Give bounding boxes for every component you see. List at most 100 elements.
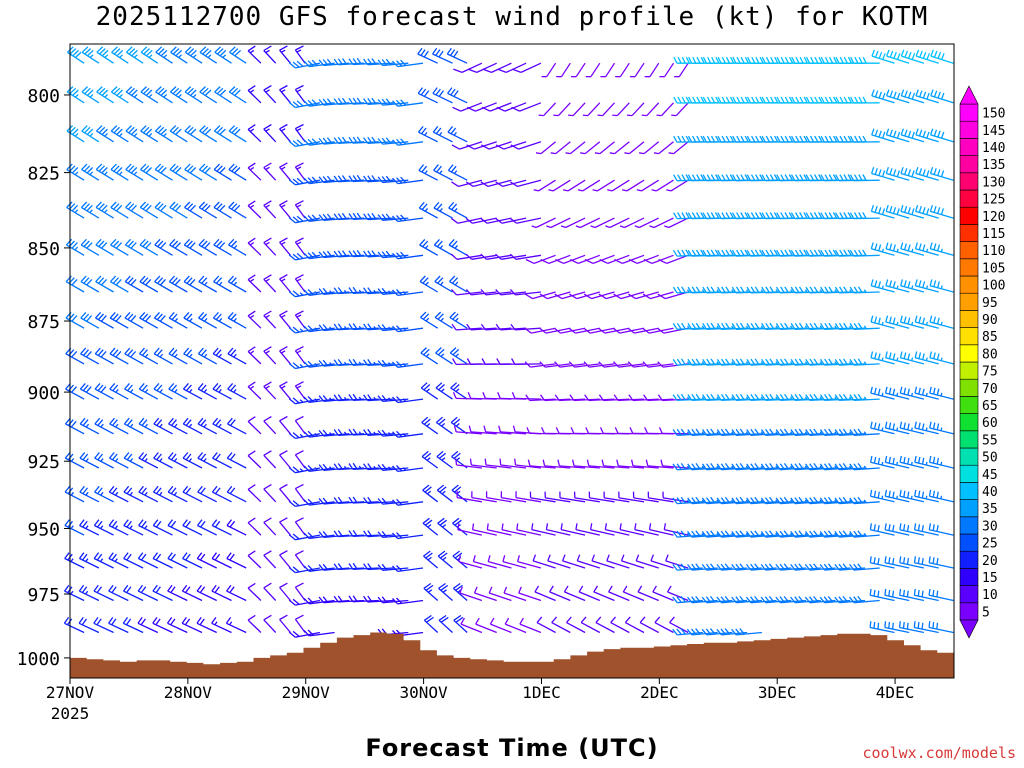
wind-barb-feather [878, 91, 883, 99]
wind-barb-half-feather [424, 170, 428, 174]
wind-barb-feather [189, 128, 197, 135]
wind-barb-half-feather [280, 166, 286, 170]
wind-barb-half-feather [373, 289, 377, 294]
wind-barb-half-feather [834, 325, 838, 330]
y-tick-label: 850 [27, 239, 60, 260]
wind-barb-feather [381, 324, 388, 331]
wind-barb-feather [356, 212, 362, 220]
wind-barb-feather [307, 289, 314, 296]
wind-barb-feather [213, 201, 220, 208]
wind-barb-feather [352, 212, 358, 220]
wind-barb-half-feather [85, 458, 89, 462]
wind-barb-feather [417, 87, 424, 94]
wind-barb-feather [754, 286, 760, 293]
wind-barb [791, 56, 821, 64]
wind-barb-feather [900, 49, 905, 57]
wind-barb-feather [717, 286, 722, 294]
y-tick-label: 825 [27, 164, 60, 185]
wind-barb-feather [809, 322, 815, 330]
wind-barb-staff [294, 554, 306, 569]
credit-link[interactable]: coolwx.com/models [862, 744, 1016, 762]
wind-barb-feather [847, 174, 853, 181]
y-tick-label: 975 [27, 585, 60, 606]
wind-barb-feather [377, 99, 384, 106]
wind-barb-feather [711, 96, 716, 104]
wind-barb-feather [790, 249, 796, 257]
y-tick-label: 950 [27, 519, 60, 540]
wind-barb [333, 250, 365, 258]
wind-barb [303, 564, 335, 572]
wind-barb-staff [562, 560, 586, 569]
wind-barb-feather [72, 49, 79, 57]
wind-barb-feather [929, 315, 933, 323]
wind-barb-half-feather [174, 423, 178, 428]
wind-barb-feather [295, 550, 304, 556]
wind-barb-staff [765, 433, 792, 436]
wind-barb-staff [616, 102, 630, 117]
wind-barb-feather [906, 524, 910, 532]
wind-barb-feather [303, 465, 310, 472]
wind-barb-feather [560, 523, 563, 530]
wind-barb-feather [322, 359, 329, 367]
wind-barb-feather [680, 595, 687, 603]
wind-barb-feather [211, 584, 217, 592]
wind-barb-staff [501, 496, 527, 503]
wind-barb-feather [292, 500, 300, 507]
wind-barb-staff [677, 398, 703, 402]
wind-barb-staff [559, 497, 586, 503]
wind-barb-feather [423, 348, 430, 356]
wind-barb-feather [438, 50, 444, 58]
wind-barb-feather [333, 563, 339, 570]
wind-barb-staff [638, 217, 659, 229]
wind-barb-half-feather [607, 189, 613, 192]
wind-barb-feather [681, 135, 686, 143]
wind-barb-feather [187, 165, 194, 172]
wind-barb-staff [667, 591, 689, 602]
wind-barb-feather [187, 126, 194, 134]
wind-barb-staff [588, 398, 615, 402]
wind-barb-feather [673, 135, 678, 143]
wind-barb-feather [665, 554, 669, 562]
wind-barb-feather [279, 310, 288, 316]
wind-barb-feather [614, 258, 623, 264]
wind-barb-feather [936, 281, 940, 288]
wind-barb-feather [113, 240, 120, 247]
wind-barb [392, 396, 424, 404]
wind-barb-staff [853, 567, 880, 571]
colorbar-label: 85 [982, 330, 998, 345]
wind-barb-staff [338, 291, 365, 295]
wind-barb [804, 563, 836, 571]
wind-barb-feather [337, 58, 343, 65]
wind-barb-staff [676, 363, 703, 366]
wind-barb [869, 588, 895, 602]
wind-barb [850, 96, 880, 104]
wind-barb-feather [318, 324, 325, 331]
wind-barb-feather [884, 421, 888, 429]
wind-barb-feather [749, 596, 756, 603]
wind-barb-feather [214, 553, 221, 561]
wind-barb [263, 45, 277, 64]
wind-barb-feather [917, 621, 920, 629]
wind-barb-staff [691, 398, 718, 402]
wind-barb [152, 584, 173, 602]
wind-barb-feather [654, 616, 661, 624]
wind-barb-feather [862, 174, 867, 181]
wind-barb [333, 58, 365, 66]
wind-barb-staff [675, 102, 689, 117]
wind-barb-staff [433, 169, 453, 181]
wind-barb-feather [676, 428, 682, 436]
wind-barb-staff [658, 141, 674, 155]
wind-barb-half-feather [129, 491, 133, 496]
wind-barb-feather [676, 322, 682, 330]
wind-barb-feather [86, 89, 94, 96]
wind-barb-feather [695, 322, 701, 330]
wind-barb-staff [677, 467, 703, 471]
wind-barb-feather [898, 621, 901, 628]
wind-barb [81, 46, 100, 64]
wind-barb-feather [635, 554, 640, 562]
wind-barb-half-feather [716, 289, 720, 293]
wind-barb-feather [775, 394, 781, 401]
wind-barb-half-feather [249, 204, 255, 209]
wind-barb-feather [160, 49, 168, 57]
wind-barb-feather [377, 324, 384, 331]
